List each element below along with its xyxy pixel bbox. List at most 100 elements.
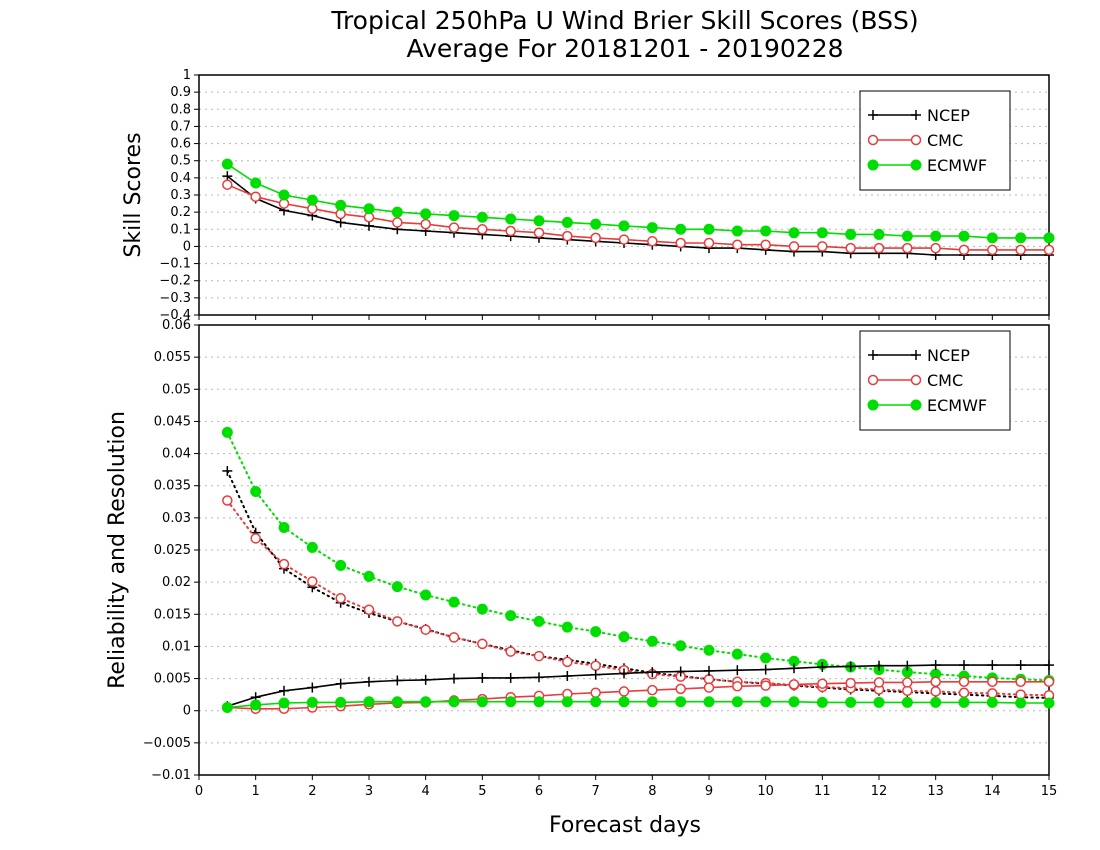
y-tick-label: 0.8: [170, 102, 191, 117]
data-point: [987, 688, 998, 699]
y-axis-label: Skill Scores: [121, 132, 146, 257]
data-point: [590, 218, 602, 230]
legend-marker: [911, 110, 921, 120]
x-tick-label: 0: [195, 784, 203, 799]
y-tick-label: 0: [183, 704, 191, 719]
data-point: [703, 237, 715, 249]
data-point: [420, 208, 432, 220]
data-point: [873, 242, 885, 254]
data-point: [958, 676, 970, 688]
data-point: [845, 242, 856, 254]
x-tick-label: 10: [757, 784, 774, 799]
data-point: [618, 696, 630, 708]
series-ncep-reliability: [222, 465, 1054, 703]
data-point: [986, 232, 998, 244]
data-point: [958, 244, 970, 256]
data-point: [335, 678, 346, 689]
data-point: [788, 241, 800, 252]
data-point: [364, 676, 374, 687]
data-point: [760, 652, 772, 664]
y-tick-label: 0.01: [162, 639, 191, 654]
data-point: [1015, 232, 1027, 244]
data-point: [562, 656, 573, 668]
x-tick-label: 9: [705, 784, 713, 799]
legend-label: CMC: [927, 371, 963, 390]
y-tick-label: 0.1: [170, 222, 191, 237]
legend-marker: [867, 134, 879, 146]
data-point: [675, 223, 687, 235]
data-point: [930, 686, 941, 697]
data-point: [760, 680, 771, 691]
data-point: [703, 644, 715, 656]
data-point: [789, 663, 799, 674]
data-point: [307, 682, 318, 693]
y-tick-label: 0.045: [154, 414, 191, 429]
x-tick-label: 15: [1041, 784, 1058, 799]
legend-label: NCEP: [927, 346, 970, 365]
legend-label: NCEP: [927, 106, 970, 125]
data-point: [590, 669, 601, 680]
x-tick-label: 4: [422, 784, 430, 799]
data-point: [731, 648, 743, 660]
data-point: [505, 610, 517, 622]
data-point: [873, 228, 885, 240]
data-point: [505, 646, 516, 657]
data-point: [816, 227, 828, 239]
data-point: [363, 570, 375, 582]
data-point: [561, 696, 573, 708]
legend-item-cmc: CMC: [867, 371, 963, 390]
data-point: [221, 702, 233, 713]
data-point: [590, 626, 602, 638]
series-line: [227, 700, 1049, 709]
data-point: [930, 230, 942, 242]
y-tick-label: −0.1: [159, 257, 191, 272]
data-point: [505, 213, 517, 225]
data-point: [930, 676, 941, 688]
data-point: [646, 222, 658, 234]
data-point: [448, 696, 460, 708]
x-tick-label: 13: [927, 784, 944, 799]
data-point: [647, 667, 658, 678]
data-point: [675, 237, 686, 249]
data-point: [363, 203, 375, 215]
data-point: [590, 232, 601, 244]
data-point: [391, 696, 403, 708]
data-point: [646, 635, 658, 647]
data-point: [363, 696, 375, 708]
data-point: [420, 624, 431, 635]
data-point: [958, 687, 970, 698]
data-point: [448, 632, 460, 643]
y-tick-label: 0.02: [162, 575, 191, 590]
y-tick-label: 0.05: [162, 382, 191, 397]
x-tick-label: 11: [814, 784, 831, 799]
data-point: [646, 696, 658, 708]
data-point: [250, 191, 261, 202]
data-point: [391, 206, 403, 218]
data-point: [392, 616, 403, 627]
data-point: [1043, 244, 1055, 256]
series-ncep-resolution: [222, 660, 1054, 712]
series-line: [226, 469, 1050, 699]
legend: NCEP CMC ECMWF: [859, 330, 1011, 431]
y-tick-label: 0.005: [154, 672, 191, 687]
y-tick-label: 0.9: [170, 85, 191, 100]
legend-marker: [910, 134, 922, 146]
data-point: [901, 696, 913, 708]
x-tick-label: 7: [592, 784, 600, 799]
data-point: [618, 686, 630, 697]
data-point: [901, 230, 913, 242]
data-point: [930, 242, 941, 254]
legend-label: ECMWF: [927, 156, 987, 175]
legend-item-ecmwf: ECMWF: [867, 156, 987, 175]
series-ecmwf: [221, 158, 1055, 244]
data-point: [477, 672, 488, 683]
y-tick-label: 0.025: [154, 543, 191, 558]
data-point: [278, 558, 290, 570]
data-point: [816, 696, 828, 708]
data-point: [221, 158, 233, 170]
x-axis-label: Forecast days: [549, 813, 701, 838]
data-point: [222, 495, 233, 506]
legend-marker: [867, 159, 879, 171]
data-point: [703, 696, 715, 708]
